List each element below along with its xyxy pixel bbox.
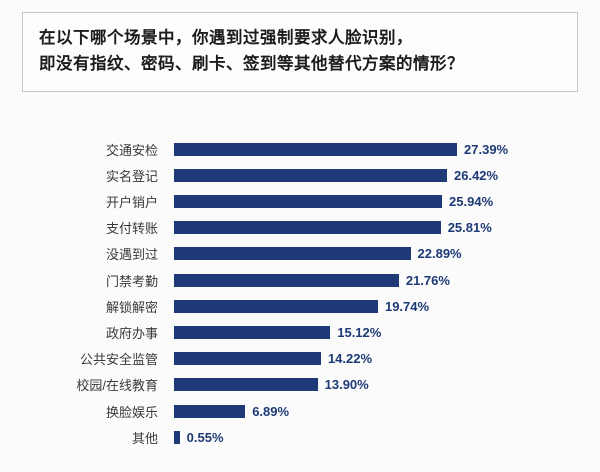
value-label: 25.94% bbox=[449, 194, 494, 210]
category-label: 校园/在线教育 bbox=[76, 378, 158, 394]
value-label: 0.55% bbox=[186, 429, 224, 445]
category-label: 交通安检 bbox=[105, 142, 158, 158]
bar bbox=[174, 299, 378, 313]
category-label: 实名登记 bbox=[105, 168, 158, 184]
chart-row: 换脸娱乐 6.89% bbox=[26, 398, 578, 424]
chart-row: 支付转账 25.81% bbox=[26, 215, 578, 241]
category-label: 换脸娱乐 bbox=[105, 404, 158, 420]
value-label: 26.42% bbox=[454, 167, 499, 183]
value-label: 13.90% bbox=[324, 377, 369, 393]
chart-title-line1: 在以下哪个场景中，你遇到过强制要求人脸识别， bbox=[39, 29, 413, 47]
chart-row: 开户销户 25.94% bbox=[26, 189, 578, 215]
bar bbox=[174, 221, 441, 235]
category-label: 公共安全监管 bbox=[79, 352, 158, 368]
value-label: 14.22% bbox=[327, 351, 373, 367]
bar-chart: 交通安检 27.39% 实名登记 26.42% 开户销户 25.94% 支付转账 25.81%… bbox=[22, 136, 578, 450]
bar bbox=[174, 168, 447, 182]
value-label: 6.89% bbox=[252, 403, 290, 419]
category-label: 开户销户 bbox=[105, 195, 158, 211]
chart-row: 其他 0.55% bbox=[26, 424, 578, 450]
value-label: 27.39% bbox=[464, 141, 509, 157]
bar bbox=[174, 247, 411, 261]
chart-row: 政府办事 15.12% bbox=[26, 319, 578, 345]
category-label: 解锁解密 bbox=[105, 299, 158, 315]
chart-row: 公共安全监管 14.22% bbox=[26, 346, 578, 372]
category-label: 支付转账 bbox=[105, 221, 158, 237]
bar bbox=[174, 326, 331, 340]
chart-title-line2: 即没有指纹、密码、刷卡、签到等其他替代方案的情形？ bbox=[39, 54, 464, 73]
category-label: 没遇到过 bbox=[105, 247, 158, 263]
bar bbox=[174, 142, 458, 156]
bar bbox=[174, 195, 443, 209]
chart-title: 在以下哪个场景中，你遇到过强制要求人脸识别， 即没有指纹、密码、刷卡、签到等其他… bbox=[22, 12, 578, 93]
bar bbox=[174, 273, 399, 287]
category-label: 门禁考勤 bbox=[105, 273, 158, 289]
chart-row: 门禁考勤 21.76% bbox=[26, 267, 578, 293]
chart-row: 交通安检 27.39% bbox=[26, 136, 578, 162]
chart-row: 没遇到过 22.89% bbox=[26, 241, 578, 267]
bar bbox=[174, 430, 180, 444]
value-label: 22.89% bbox=[417, 246, 462, 262]
value-label: 21.76% bbox=[405, 272, 450, 288]
value-label: 15.12% bbox=[337, 325, 382, 341]
chart-row: 校园/在线教育 13.90% bbox=[26, 372, 578, 398]
chart-row: 解锁解密 19.74% bbox=[26, 293, 578, 319]
value-label: 25.81% bbox=[447, 220, 492, 236]
bar bbox=[174, 378, 318, 392]
chart-row: 实名登记 26.42% bbox=[26, 162, 578, 188]
value-label: 19.74% bbox=[384, 298, 430, 314]
bar bbox=[174, 404, 246, 418]
category-label: 政府办事 bbox=[105, 326, 158, 342]
category-label: 其他 bbox=[131, 430, 158, 446]
bar bbox=[174, 352, 321, 366]
